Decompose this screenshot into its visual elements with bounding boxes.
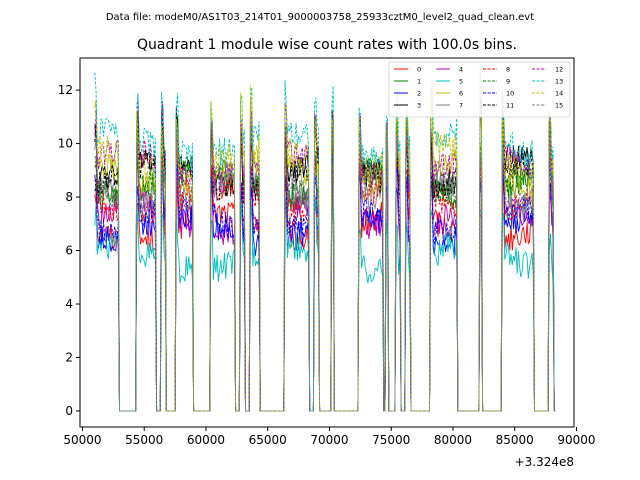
legend-label-14: 14: [555, 89, 563, 97]
chart-title: Quadrant 1 module wise count rates with …: [137, 37, 517, 53]
legend-label-15: 15: [555, 101, 563, 109]
legend-box: [388, 61, 571, 118]
legend-label-8: 8: [506, 65, 510, 73]
y-tick-label: 4: [65, 297, 73, 311]
chart-suptitle: Data file: modeM0/AS1T03_214T01_90000037…: [106, 12, 534, 23]
y-tick-label: 12: [58, 83, 73, 97]
series-11-line: [94, 106, 556, 412]
x-tick-label: 85000: [496, 433, 534, 447]
legend-label-3: 3: [417, 101, 421, 109]
y-tick-label: 10: [58, 137, 73, 151]
x-axis: 50000 55000 60000 65000 70000 75000 80000 85000…: [63, 427, 596, 447]
legend-label-2: 2: [417, 89, 421, 97]
y-tick-label: 0: [65, 404, 73, 418]
x-tick-label: 65000: [249, 433, 287, 447]
legend-label-7: 7: [459, 101, 463, 109]
y-tick-label: 8: [65, 190, 73, 204]
legend-label-12: 12: [555, 65, 563, 73]
legend-label-1: 1: [417, 77, 421, 85]
x-tick-label: 90000: [557, 433, 595, 447]
x-tick-label: 80000: [434, 433, 472, 447]
x-tick-label: 55000: [125, 433, 163, 447]
legend-label-9: 9: [506, 77, 510, 85]
y-tick-label: 2: [65, 350, 73, 364]
legend-label-5: 5: [459, 77, 463, 85]
legend-label-0: 0: [417, 65, 421, 73]
x-offset-label: +3.324e8: [515, 455, 574, 469]
y-tick-label: 6: [65, 244, 73, 258]
x-tick-label: 75000: [372, 433, 410, 447]
x-tick-label: 50000: [63, 433, 101, 447]
x-tick-label: 60000: [187, 433, 225, 447]
x-tick-label: 70000: [310, 433, 348, 447]
series-10-line: [94, 151, 556, 412]
legend-label-11: 11: [506, 101, 514, 109]
series-layer: [94, 69, 556, 412]
y-axis: 0 2 4 6 8 10 12: [58, 83, 80, 418]
plot-frame: [79, 57, 575, 428]
legend-label-10: 10: [506, 89, 514, 97]
series-15-line: [94, 117, 556, 412]
legend-label-6: 6: [459, 89, 463, 97]
legend-label-4: 4: [459, 65, 463, 73]
legend-label-13: 13: [555, 77, 563, 85]
